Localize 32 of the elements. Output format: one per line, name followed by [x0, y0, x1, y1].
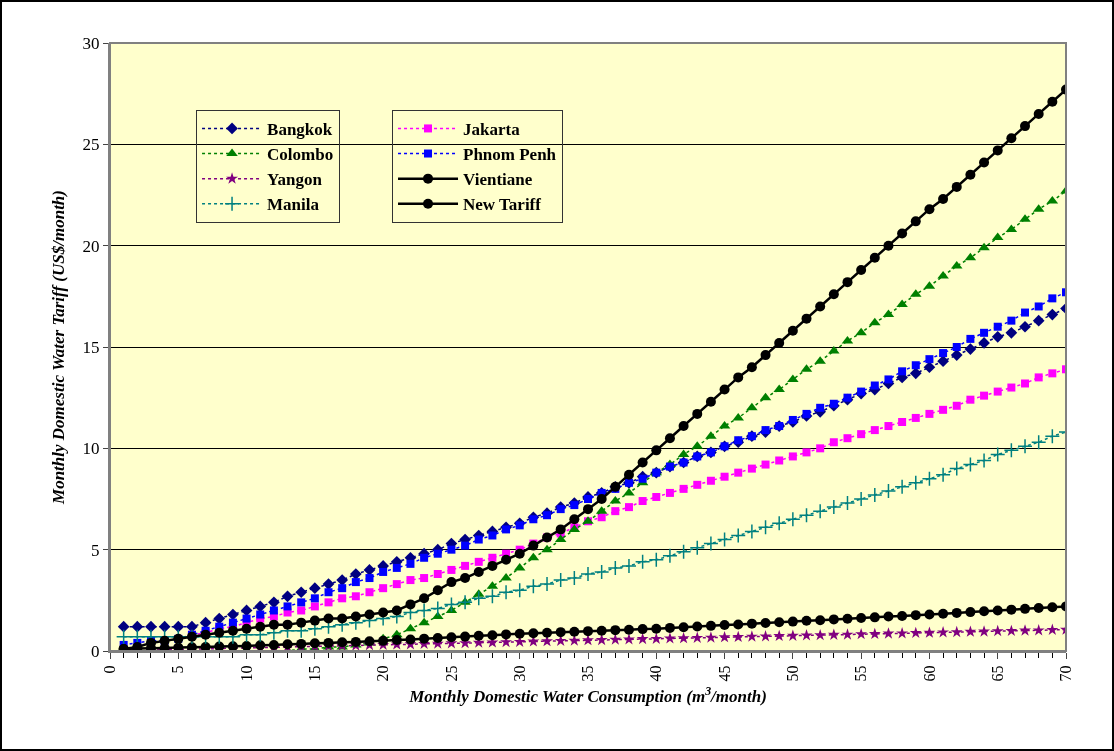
x-tick-label: 0	[101, 665, 119, 674]
y-tick-label: 20	[82, 236, 100, 256]
y-tick-label: 25	[82, 135, 100, 155]
x-tick-label: 15	[306, 665, 324, 682]
x-axis-title: Monthly Domestic Water Consumption (m$^{3}$/month)	[408, 684, 767, 707]
legend-label: Phnom Penh	[463, 145, 557, 165]
x-tick-label: 70	[1057, 665, 1075, 682]
legend-label: New Tariff	[463, 195, 542, 215]
x-tick-label: 40	[647, 665, 665, 682]
legend-label: Manila	[267, 195, 320, 215]
legend-label: Vientiane	[463, 170, 533, 190]
x-tick-label: 10	[237, 665, 255, 682]
legend-label: Yangon	[267, 170, 323, 190]
x-tick-label: 30	[510, 665, 528, 682]
y-tick-label: 0	[91, 641, 100, 661]
x-tick-label: 50	[784, 665, 802, 682]
y-tick-label: 15	[82, 337, 100, 357]
x-tick-label: 60	[920, 665, 938, 682]
x-tick-label: 55	[852, 665, 870, 682]
x-tick-label: 25	[442, 665, 460, 682]
x-tick-label: 5	[169, 665, 187, 674]
legend-label: Colombo	[267, 145, 334, 165]
x-tick-label: 35	[579, 665, 597, 682]
legend-label: Bangkok	[267, 120, 333, 140]
y-tick-label: 30	[82, 33, 100, 53]
x-tick-label: 45	[715, 665, 733, 682]
y-axis-title: Monthly Domestic Water Tariff (US$/month)	[48, 190, 68, 505]
legend-label: Jakarta	[463, 120, 521, 140]
y-tick-label: 10	[82, 439, 100, 459]
x-tick-label: 20	[374, 665, 392, 682]
y-tick-label: 5	[91, 540, 100, 560]
x-tick-label: 65	[988, 665, 1006, 682]
